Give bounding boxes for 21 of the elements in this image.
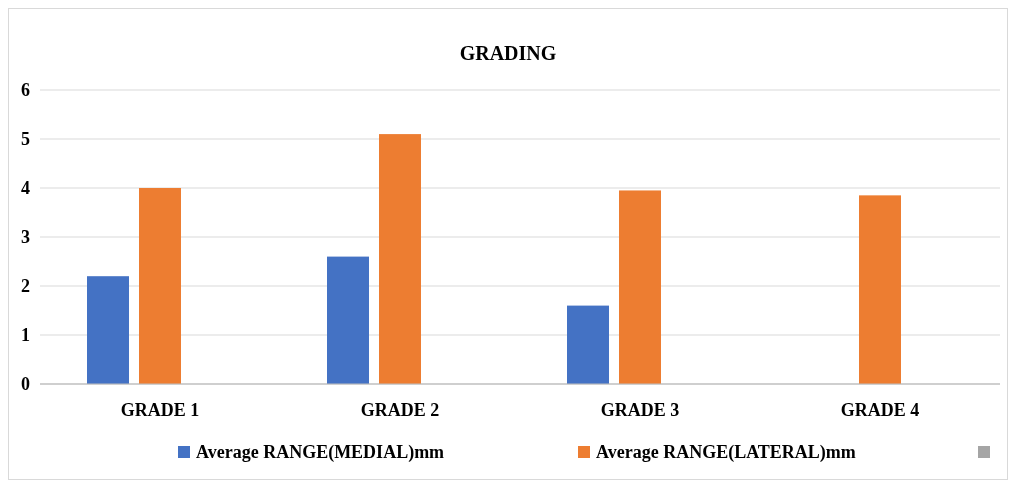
x-tick-label: GRADE 4 [840, 400, 920, 420]
x-tick-label: GRADE 2 [360, 400, 440, 420]
y-tick-label: 1 [21, 325, 30, 346]
y-tick-label: 3 [21, 227, 30, 248]
y-tick-label: 5 [21, 129, 30, 150]
x-tick-label: GRADE 3 [600, 400, 680, 420]
bar [379, 134, 421, 384]
bar [87, 276, 129, 384]
legend-label: Average RANGE(LATERAL)mm [596, 442, 856, 464]
chart-title: GRADING [459, 42, 557, 64]
bar [567, 305, 609, 384]
y-tick-label: 4 [21, 178, 30, 199]
x-tick-label: GRADE 1 [120, 400, 200, 420]
y-tick-label: 2 [21, 276, 30, 297]
bar [139, 188, 181, 384]
bar [327, 256, 369, 384]
y-tick-label: 6 [21, 80, 30, 101]
bar [859, 195, 901, 384]
legend-label: Average RANGE(MEDIAL)mm [196, 442, 445, 464]
y-tick-label: 0 [21, 374, 30, 395]
bar [619, 190, 661, 384]
